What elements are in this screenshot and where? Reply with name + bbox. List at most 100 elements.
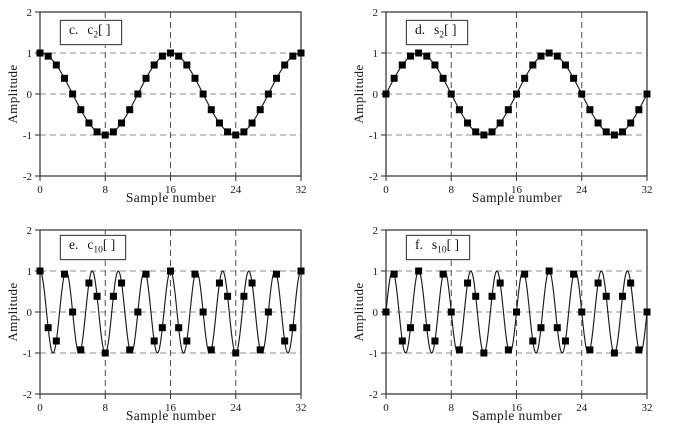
sample-marker xyxy=(52,61,60,69)
sample-marker xyxy=(602,128,610,136)
sample-marker xyxy=(126,106,134,114)
sample-marker xyxy=(36,267,44,275)
series-brackets: [ ] xyxy=(446,237,460,252)
sample-marker xyxy=(77,106,85,114)
sample-marker xyxy=(529,61,537,69)
sample-marker xyxy=(513,308,520,316)
sample-marker xyxy=(635,106,643,114)
series-brackets: [ ] xyxy=(444,22,457,37)
x-axis-title: Sample number xyxy=(125,408,217,423)
sample-marker xyxy=(215,119,223,127)
sample-marker xyxy=(398,61,406,69)
sample-marker xyxy=(504,106,512,114)
series-label-box: c. c2[ ] xyxy=(60,20,122,46)
sample-marker xyxy=(406,324,414,332)
x-tick-label: 0 xyxy=(383,402,389,414)
y-tick-label: 2 xyxy=(27,225,33,237)
sample-marker xyxy=(118,279,126,287)
sample-marker xyxy=(529,337,537,345)
y-axis-title: Amplitude xyxy=(351,64,366,124)
sample-marker xyxy=(586,346,594,354)
series-label-box: f. s10[ ] xyxy=(406,235,471,261)
sample-marker xyxy=(561,337,569,345)
sample-marker xyxy=(60,74,68,82)
sample-marker xyxy=(447,308,455,316)
sample-marker xyxy=(273,270,281,278)
sample-marker xyxy=(232,349,240,357)
y-tick-label: 2 xyxy=(373,225,379,237)
sample-marker xyxy=(488,292,496,300)
sample-marker xyxy=(150,337,158,345)
sample-marker xyxy=(480,131,488,139)
y-tick-label: -1 xyxy=(369,130,378,142)
sample-marker xyxy=(191,270,199,278)
sample-marker xyxy=(256,106,264,114)
y-axis-title: Amplitude xyxy=(5,282,20,342)
y-tick-label: -2 xyxy=(369,171,378,183)
sample-marker xyxy=(232,131,240,139)
sample-marker xyxy=(496,119,504,127)
x-tick-label: 24 xyxy=(576,184,588,196)
sample-marker xyxy=(464,119,472,127)
series-base: c xyxy=(87,22,94,37)
sample-marker xyxy=(472,128,480,136)
sample-marker xyxy=(93,128,101,136)
y-tick-label: 2 xyxy=(27,7,33,19)
sample-marker xyxy=(488,128,496,136)
y-tick-label: 1 xyxy=(27,266,33,278)
sample-marker xyxy=(415,267,423,275)
sample-marker xyxy=(69,308,77,316)
sample-marker xyxy=(627,119,635,127)
sample-marker xyxy=(224,128,232,136)
sample-marker xyxy=(382,308,390,316)
sample-marker xyxy=(109,292,117,300)
sample-marker xyxy=(578,308,586,316)
sample-marker xyxy=(627,279,635,287)
sample-marker xyxy=(93,292,101,300)
sample-marker xyxy=(248,279,256,287)
sample-marker xyxy=(553,52,561,60)
series-base: c xyxy=(87,237,94,252)
x-tick-label: 24 xyxy=(230,402,242,414)
x-tick-label: 8 xyxy=(449,402,455,414)
x-tick-label: 0 xyxy=(37,402,43,414)
sample-marker xyxy=(85,279,93,287)
sample-marker xyxy=(513,90,520,98)
x-tick-label: 16 xyxy=(511,184,523,196)
sample-marker xyxy=(183,61,191,69)
panel-c2: 2 1 0 -1 -2 0 8 16 24 32 Amplitude Sample number … xyxy=(0,0,346,215)
panel-letter: f. xyxy=(415,237,423,252)
series-base: s xyxy=(434,22,440,37)
x-tick-label: 32 xyxy=(642,402,653,414)
y-tick-label: 0 xyxy=(27,307,33,319)
sample-marker xyxy=(240,292,248,300)
sample-marker xyxy=(264,308,272,316)
sample-marker xyxy=(167,267,174,275)
sample-marker xyxy=(537,324,545,332)
series-brackets: [ ] xyxy=(98,22,111,37)
sample-marker xyxy=(643,90,651,98)
series-subscript: 10 xyxy=(437,245,447,256)
panel-c10: 2 1 0 -1 -2 0 8 16 24 32 Amplitude Sample number … xyxy=(0,215,346,429)
sample-marker xyxy=(521,270,529,278)
x-tick-label: 8 xyxy=(449,184,455,196)
sample-marker xyxy=(281,61,289,69)
series-subscript: 2 xyxy=(93,30,99,41)
panel-letter: e. xyxy=(69,237,79,252)
series-base: s xyxy=(431,237,438,252)
sample-marker xyxy=(126,346,134,354)
sample-marker xyxy=(297,49,305,57)
sample-marker xyxy=(273,74,281,82)
sample-marker xyxy=(158,324,166,332)
x-tick-label: 16 xyxy=(511,402,523,414)
y-tick-label: 0 xyxy=(373,307,379,319)
series-subscript: 10 xyxy=(93,245,103,256)
sample-marker xyxy=(256,346,264,354)
sample-marker xyxy=(594,119,602,127)
sample-marker xyxy=(390,270,398,278)
sample-marker xyxy=(472,292,480,300)
sample-marker xyxy=(406,52,414,60)
series-label-box: e. c10[ ] xyxy=(60,235,127,261)
y-axis-title: Amplitude xyxy=(5,64,20,124)
